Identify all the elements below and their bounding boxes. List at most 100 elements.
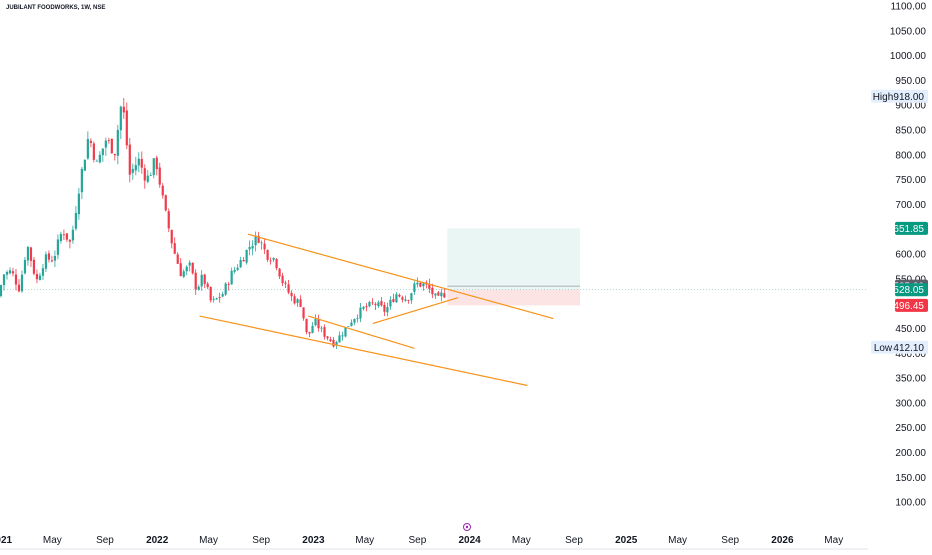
candle [437,290,440,296]
target-price-badge: 651.85 [893,224,924,235]
y-tick-label: 250.00 [895,423,926,434]
candle [74,206,77,231]
y-tick-label: 200.00 [895,448,926,459]
y-tick-label: 400.00 [895,349,926,360]
candle [290,290,293,302]
candle [158,162,161,188]
candle-body [341,335,344,337]
candle [308,331,311,338]
candle [65,233,69,243]
candle [0,284,3,298]
candle-body [359,307,362,319]
candle-body [344,327,347,337]
low-marker-value: 412.10 [893,343,924,354]
candle-body [329,339,332,341]
y-tick-label: 1050.00 [890,26,927,37]
candle-body [185,266,188,272]
candle-body [59,234,63,242]
candle-body [353,318,356,323]
candle-body [5,271,9,275]
candle [98,151,101,164]
low-marker-value-bg [895,340,928,354]
candle [269,257,272,265]
candle-body [74,212,77,229]
candle [5,270,9,280]
x-tick-label: 2024 [458,535,481,546]
candle-body [158,167,161,185]
candle-body [365,306,368,308]
candle-body [146,175,149,182]
candle [317,314,320,332]
candle-body [419,282,422,287]
candle [314,314,317,327]
candle-body [203,274,206,284]
candle-body [32,259,36,274]
candle [383,302,386,317]
candle-body [440,292,443,297]
candle-body [80,168,83,193]
candle [194,269,197,296]
candle [362,306,365,311]
y-tick-label: 900.00 [895,101,926,112]
candle [50,255,54,263]
trendlines-layer[interactable] [199,233,554,387]
candle [104,137,107,156]
candle [173,237,176,255]
candle [83,159,86,171]
candle-body [350,322,353,326]
x-tick-label: Sep [252,535,270,546]
candle [425,280,428,289]
x-axis[interactable]: 2021 May Sep 2022 May Sep 2023 May Sep 2024 May Sep… [0,535,843,546]
candle [371,298,374,306]
high-marker-tag: High [873,92,894,103]
candle-body [17,284,21,292]
candle [140,151,143,174]
candle-body [65,233,69,240]
candle-body [356,318,359,319]
candle-body [50,260,54,262]
candle [266,249,269,262]
candle-body [284,282,287,284]
candle-body [434,293,437,296]
candle [215,297,218,300]
candle [239,256,242,268]
candle [203,273,206,289]
y-axis[interactable]: 1100.00 1050.00 1000.00 950.00 900.00 850.00 8… [890,2,927,509]
candle [251,240,254,256]
candle-body [407,300,410,302]
candle [326,336,329,341]
candle-body [290,292,293,297]
candle [125,102,128,150]
candle-body [383,305,386,312]
candle [185,265,188,276]
chart-title: JUBILANT FOODWORKS, 1W, NSE [6,5,105,11]
candle [152,157,155,179]
candle-body [113,153,116,156]
candle [131,163,134,180]
candle-body [104,140,107,148]
candle [68,239,71,249]
candle-body [320,327,323,329]
candle-body [209,286,212,301]
candle [32,256,36,276]
candle [17,279,21,293]
candle-body [260,242,263,244]
candle-body [194,272,197,290]
candle-body [245,249,248,263]
candle [392,293,395,303]
candle [395,292,398,303]
y-tick-label: 350.00 [895,374,926,385]
candle [431,283,434,299]
candle [428,278,431,293]
candle-body [230,270,233,285]
events-icon[interactable] [463,523,471,531]
x-tick-label: Sep [408,535,426,546]
y-tick-label: 850.00 [895,126,926,137]
candle [143,164,146,189]
candle [419,282,422,288]
candle [299,295,302,308]
candle-body [2,274,6,286]
candle [137,152,140,173]
